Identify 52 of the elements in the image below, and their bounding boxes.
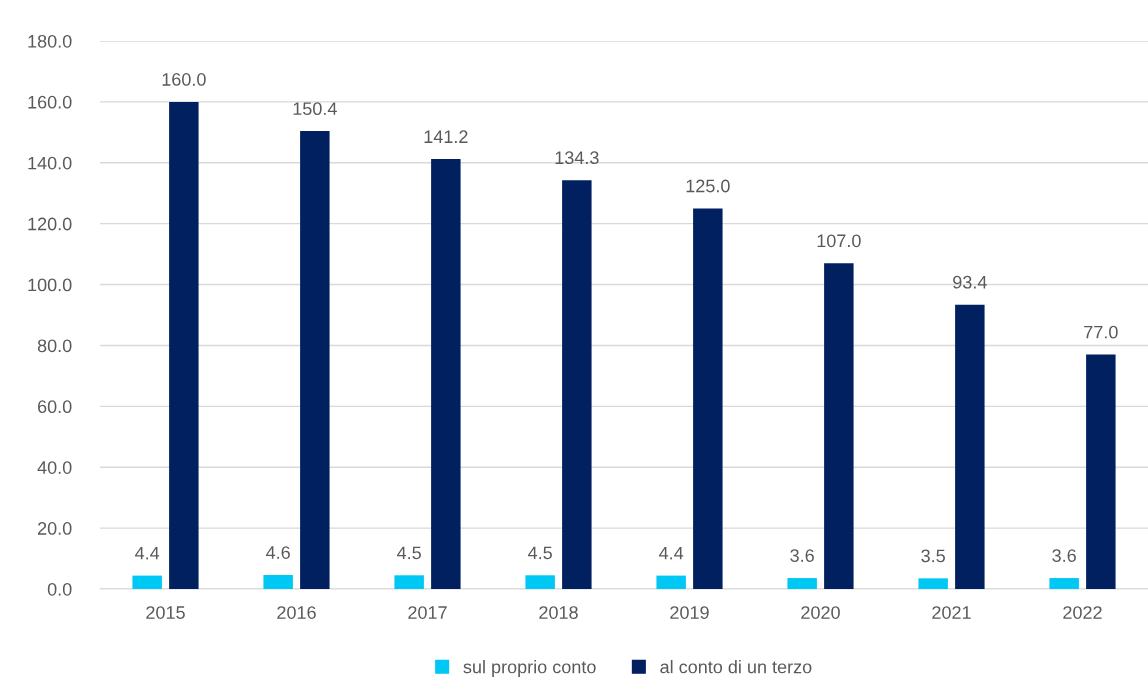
data-label: 160.0 — [162, 73, 206, 86]
x-tick-label: 2018 — [539, 606, 578, 619]
x-tick-label: 2022 — [1063, 606, 1102, 619]
bar — [1086, 354, 1116, 589]
bar — [693, 208, 723, 589]
bar — [955, 304, 985, 589]
x-tick-label: 2016 — [277, 606, 316, 619]
y-tick-label: 100.0 — [28, 278, 72, 292]
data-label: 4.4 — [135, 546, 160, 560]
y-tick-label: 20.0 — [37, 522, 72, 535]
bar — [169, 101, 199, 589]
data-label: 107.0 — [817, 234, 861, 248]
data-label: 150.4 — [293, 102, 337, 116]
bar — [1049, 578, 1079, 589]
data-label: 4.4 — [659, 546, 684, 560]
data-label: 4.5 — [397, 546, 421, 560]
bar — [431, 159, 461, 589]
data-label: 4.6 — [266, 546, 290, 559]
x-tick-label: 2021 — [932, 606, 971, 619]
data-label: 125.0 — [686, 179, 730, 193]
data-label: 3.5 — [921, 549, 945, 563]
data-label: 3.6 — [1052, 549, 1076, 562]
data-label: 93.4 — [953, 275, 987, 289]
bar — [132, 575, 162, 589]
data-label: 77.0 — [1084, 325, 1118, 339]
y-tick-label: 120.0 — [28, 217, 72, 231]
data-label: 3.6 — [790, 549, 814, 562]
y-tick-label: 140.0 — [28, 156, 72, 170]
y-tick-label: 80.0 — [37, 339, 72, 353]
y-tick-label: 180.0 — [28, 34, 72, 48]
bar — [300, 131, 330, 589]
legend-label: al conto di un terzo — [660, 660, 812, 674]
bar — [787, 578, 817, 589]
data-label: 4.5 — [528, 546, 552, 560]
x-tick-label: 2019 — [670, 606, 709, 619]
bar — [562, 180, 592, 589]
bar — [394, 575, 424, 589]
x-tick-label: 2015 — [146, 606, 185, 619]
data-label: 141.2 — [424, 130, 468, 143]
data-label: 134.3 — [555, 151, 599, 165]
x-tick-label: 2020 — [801, 606, 840, 619]
x-tick-label: 2017 — [408, 606, 447, 619]
y-tick-label: 40.0 — [37, 461, 72, 474]
bar — [263, 575, 293, 589]
bar — [656, 575, 686, 589]
bar — [918, 578, 948, 589]
bar — [525, 575, 555, 589]
bar — [824, 263, 854, 589]
legend-label: sul proprio conto — [463, 660, 596, 677]
y-tick-label: 160.0 — [28, 95, 72, 109]
y-tick-label: 0.0 — [47, 582, 72, 596]
y-tick-label: 60.0 — [38, 400, 72, 414]
